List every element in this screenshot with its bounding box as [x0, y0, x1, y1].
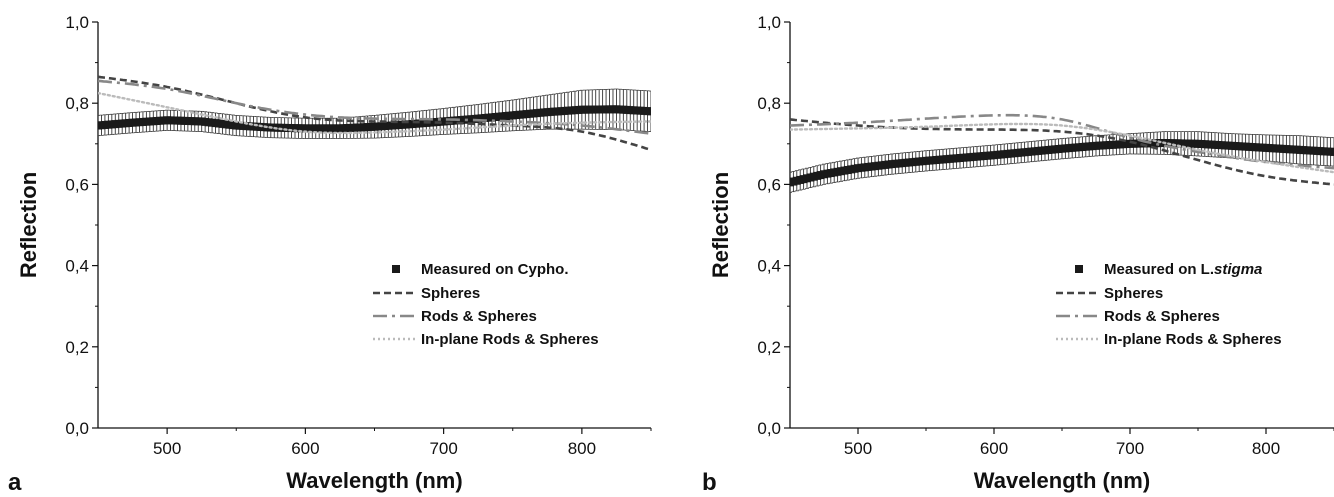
y-tick-label: 0,2: [65, 338, 89, 357]
panel-letter: a: [8, 469, 22, 496]
x-tick-label: 600: [980, 439, 1008, 458]
legend-label: Spheres: [421, 285, 480, 302]
y-tick-label: 0,4: [757, 257, 781, 276]
y-tick-label: 0,6: [757, 175, 781, 194]
plot-area: [94, 77, 655, 150]
legend: Measured on Cypho. Spheres Rods & Spheres I…: [373, 261, 599, 348]
x-axis-title: Wavelength (nm): [286, 468, 462, 493]
x-tick-label: 500: [153, 439, 181, 458]
legend-label: In-plane Rods & Spheres: [421, 331, 599, 348]
y-axis-title: Reflection: [16, 172, 41, 278]
y-tick-label: 0,8: [757, 94, 781, 113]
x-tick-label: 800: [1252, 439, 1280, 458]
y-tick-label: 0,0: [757, 419, 781, 438]
x-tick-label: 500: [844, 439, 872, 458]
x-tick-label: 800: [568, 439, 596, 458]
legend-marker-measured: [392, 265, 400, 273]
y-tick-label: 1,0: [65, 13, 89, 32]
legend-label-part: Measured on L.: [1104, 261, 1214, 278]
y-tick-label: 0,0: [65, 419, 89, 438]
chart-panel-a: 0,0 0,2 0,4 0,6 0,8 1,0 500 600 700 800 Wavelength…: [8, 13, 655, 496]
legend-label-measured: Measured on Cypho.: [421, 261, 569, 278]
y-tick-label: 0,8: [65, 94, 89, 113]
y-tick-label: 0,2: [757, 338, 781, 357]
panel-letter: b: [702, 469, 717, 496]
legend-label: Rods & Spheres: [1104, 308, 1220, 325]
chart-panel-b: 0,0 0,2 0,4 0,6 0,8 1,0 500 600 700 800 Wavelength…: [702, 13, 1334, 496]
legend-marker-measured: [1075, 265, 1083, 273]
legend: Measured on L.stigma Spheres Rods & Sphere…: [1056, 261, 1282, 348]
legend-label: Rods & Spheres: [421, 308, 537, 325]
x-axis-title: Wavelength (nm): [974, 468, 1150, 493]
legend-label: Spheres: [1104, 285, 1163, 302]
measured-point: [1330, 148, 1334, 156]
y-tick-label: 0,4: [65, 257, 89, 276]
measured-point: [647, 107, 655, 115]
legend-label-part: stigma: [1214, 261, 1262, 278]
y-tick-label: 1,0: [757, 13, 781, 32]
x-tick-label: 700: [1116, 439, 1144, 458]
y-tick-label: 0,6: [65, 175, 89, 194]
legend-label-measured: Measured on L.stigma: [1104, 261, 1262, 278]
legend-label-part: Measured on Cypho.: [421, 261, 569, 278]
measured-series: [786, 132, 1334, 193]
x-tick-label: 600: [291, 439, 319, 458]
legend-label: In-plane Rods & Spheres: [1104, 331, 1282, 348]
y-axis-title: Reflection: [708, 172, 733, 278]
x-tick-label: 700: [429, 439, 457, 458]
plot-area: [786, 115, 1334, 192]
